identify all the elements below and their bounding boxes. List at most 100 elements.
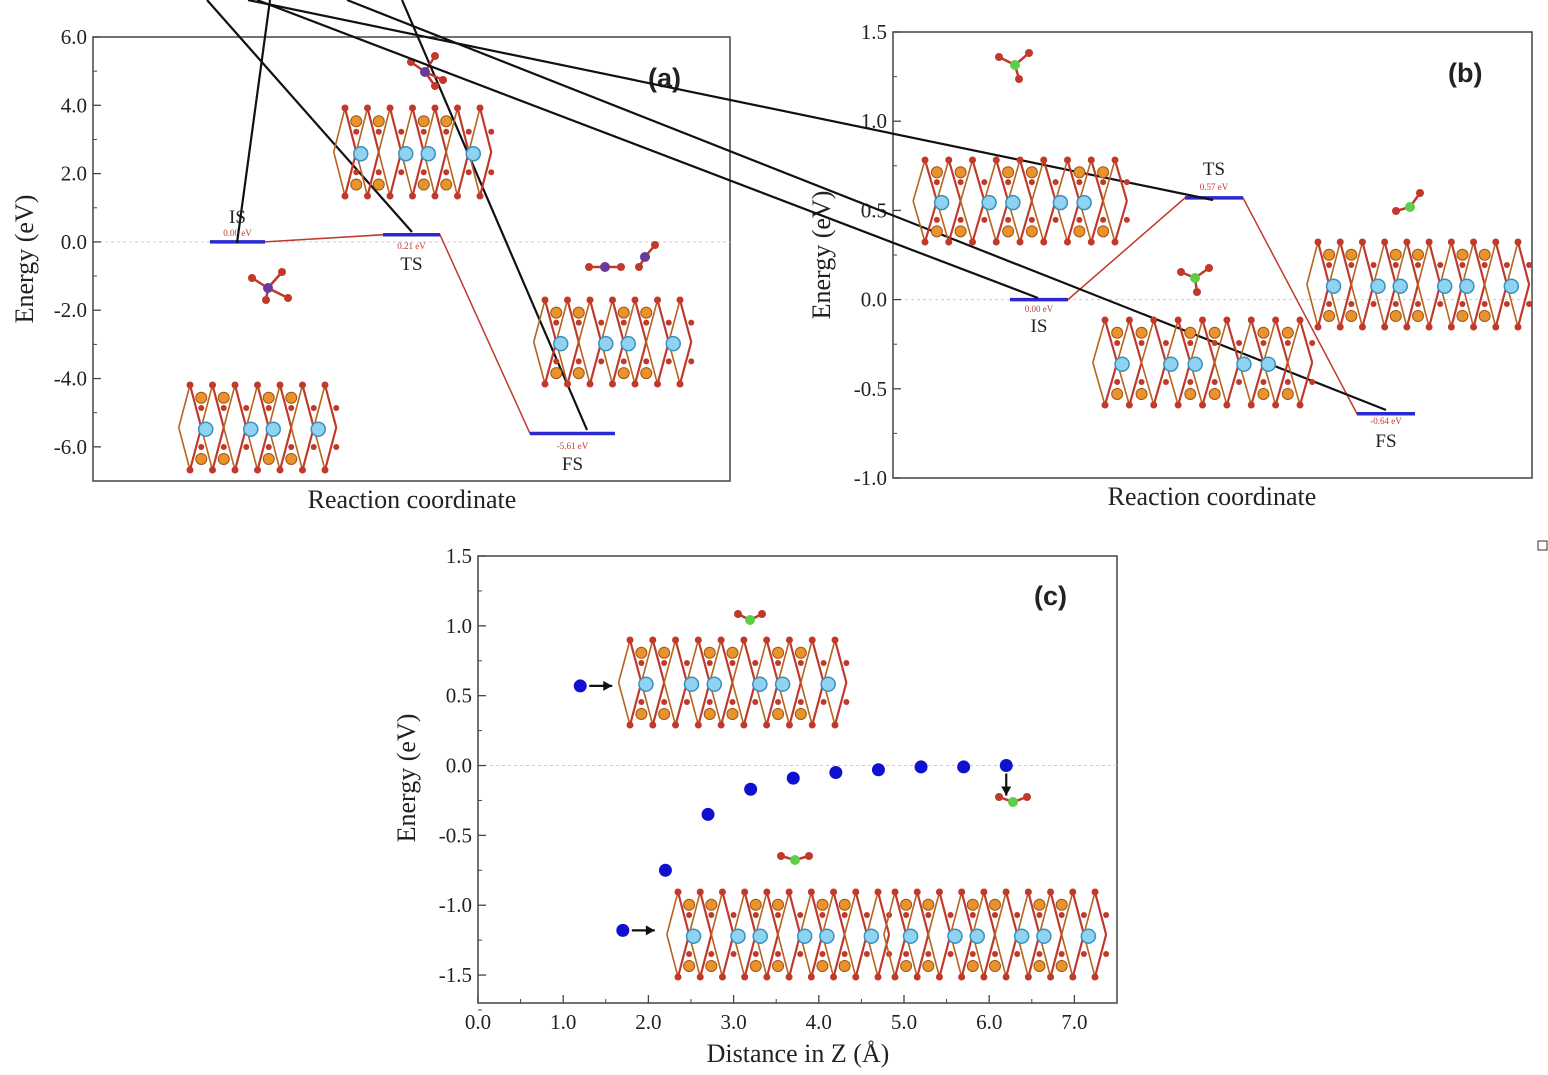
metal-atom [572, 306, 585, 319]
state-label-fs: FS [1375, 431, 1396, 452]
bond [256, 384, 270, 428]
oxygen-atom [1284, 339, 1291, 346]
bond [588, 341, 603, 385]
bond [720, 682, 734, 726]
metal-atom [1208, 387, 1221, 400]
metal-atom [705, 898, 718, 911]
oxygen-atom [288, 444, 295, 451]
oxygen-atom [1058, 911, 1065, 918]
y-tick-label: 0.5 [446, 684, 472, 708]
bond [1092, 362, 1106, 406]
oxygen-atom [752, 659, 759, 666]
blue-atom [1325, 278, 1342, 294]
bond [1428, 284, 1442, 328]
metal-atom [989, 898, 1001, 911]
oxygen-atom [284, 294, 292, 302]
blue-atom [1013, 928, 1030, 944]
oxygen-atom [243, 404, 250, 411]
bond [566, 341, 580, 385]
oxygen-atom [341, 104, 349, 112]
energy-value-label: -5.61 eV [557, 441, 589, 451]
oxygen-atom [672, 721, 680, 729]
metal-atom [1055, 898, 1068, 911]
oxygen-atom [310, 404, 317, 411]
data-point [914, 760, 928, 774]
bond [1152, 319, 1167, 363]
bond [600, 299, 614, 343]
oxygen-atom [1403, 238, 1411, 246]
oxygen-atom [981, 179, 988, 186]
oxygen-atom [1005, 179, 1012, 186]
oxygen-atom [1123, 216, 1130, 223]
blue-atom [683, 676, 700, 692]
oxygen-atom [1047, 888, 1055, 896]
metal-atom [635, 646, 648, 659]
metal-atom [683, 959, 696, 972]
oxygen-atom [797, 951, 804, 958]
oxygen-atom [708, 911, 715, 918]
oxygen-atom [676, 296, 684, 304]
bond [233, 427, 248, 471]
oxygen-atom [575, 319, 582, 326]
central-atom [1008, 797, 1018, 807]
bond [188, 427, 203, 471]
metal-atom [1257, 387, 1270, 400]
metal-atom [550, 367, 563, 380]
metal-atom [816, 959, 829, 972]
bond [1339, 284, 1353, 328]
bond [1274, 319, 1289, 363]
metal-atom [1135, 387, 1148, 400]
bond [566, 299, 580, 343]
panel-a-ylabel: Energy (eV) [10, 195, 39, 324]
oxygen-atom [649, 636, 657, 644]
metal-atom [1033, 898, 1046, 911]
bond [927, 891, 941, 935]
oxygen-atom [1036, 911, 1043, 918]
oxygen-atom [1370, 261, 1377, 268]
data-point [701, 807, 715, 821]
bond [833, 682, 848, 726]
oxygen-atom [638, 699, 645, 706]
oxygen-atom [1336, 238, 1344, 246]
oxygen-atom [431, 104, 439, 112]
oxygen-atom [564, 380, 571, 388]
oxygen-atom [1111, 238, 1119, 246]
metal-atom [703, 707, 716, 720]
bond [982, 891, 997, 935]
bond [810, 891, 824, 935]
oxygen-atom [1492, 323, 1500, 331]
blue-atom [796, 928, 813, 944]
bond [312, 384, 326, 428]
oxygen-atom [1101, 316, 1109, 324]
oxygen-atom [443, 128, 450, 135]
oxygen-atom [454, 104, 461, 112]
oxygen-atom [420, 169, 427, 176]
oxygen-atom [785, 636, 793, 644]
bond [1417, 284, 1430, 328]
oxygen-atom [831, 721, 839, 729]
bond [323, 384, 338, 428]
bond [721, 891, 735, 935]
metal-atom [217, 452, 230, 465]
oxygen-atom [409, 104, 416, 112]
bond [843, 934, 857, 978]
oxygen-atom [617, 263, 625, 271]
oxygen-atom [1103, 911, 1110, 918]
oxygen-atom [265, 444, 272, 451]
oxygen-atom [1447, 238, 1455, 246]
blue-atom [598, 335, 614, 352]
bond [1298, 362, 1314, 406]
bond [278, 427, 293, 471]
oxygen-atom [688, 358, 695, 365]
metal-atom [838, 959, 851, 972]
metal-atom [930, 225, 943, 238]
bond [731, 639, 745, 683]
oxygen-atom [443, 169, 450, 176]
oxygen-atom [1024, 973, 1032, 981]
blue-atom [310, 421, 326, 437]
bond [388, 151, 403, 197]
oxygen-atom [706, 659, 713, 666]
oxygen-atom [1016, 156, 1024, 164]
bond [697, 682, 711, 726]
bond [938, 934, 952, 978]
